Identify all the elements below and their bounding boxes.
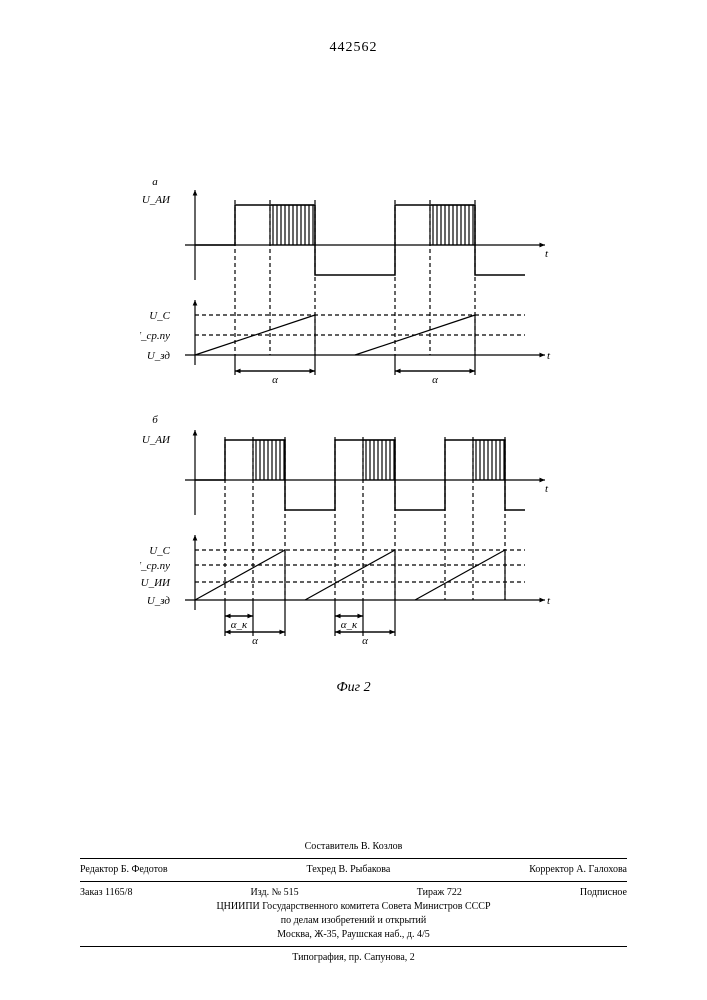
svg-text:U_АИ: U_АИ: [142, 194, 171, 206]
subscription: Подписное: [580, 886, 627, 900]
org2: по делам изобретений и открытий: [80, 914, 627, 928]
figure-caption: Фиг 2: [0, 680, 707, 696]
figure-2: аU_АИttU_CU_ср.пуU_здααбU_АИttU_CU_ср.пу…: [140, 175, 560, 675]
corrector: Корректор А. Галохова: [529, 863, 627, 877]
tech: Техред В. Рыбакова: [307, 863, 391, 877]
document-number: 442562: [0, 40, 707, 56]
order: Заказ 1165/8: [80, 886, 132, 900]
svg-text:U_C: U_C: [149, 545, 170, 557]
svg-text:U_зд: U_зд: [147, 350, 171, 362]
svg-text:б: б: [152, 414, 158, 426]
org1: ЦНИИПИ Государственного комитета Совета …: [80, 900, 627, 914]
svg-text:α: α: [432, 374, 438, 386]
tirazh: Тираж 722: [417, 886, 462, 900]
svg-text:α: α: [272, 374, 278, 386]
editor: Редактор Б. Федотов: [80, 863, 168, 877]
svg-text:U_ср.пу: U_ср.пу: [140, 330, 170, 342]
svg-text:а: а: [152, 176, 158, 188]
svg-text:U_ср.пу: U_ср.пу: [140, 560, 170, 572]
footer-block: Составитель В. Козлов Редактор Б. Федото…: [80, 840, 627, 965]
svg-text:α_к: α_к: [341, 619, 358, 631]
svg-text:t: t: [547, 350, 551, 362]
svg-text:U_ИИ: U_ИИ: [141, 577, 171, 589]
svg-text:U_АИ: U_АИ: [142, 434, 171, 446]
svg-text:α_к: α_к: [231, 619, 248, 631]
svg-text:t: t: [545, 483, 549, 495]
svg-text:U_C: U_C: [149, 310, 170, 322]
svg-text:t: t: [545, 248, 549, 260]
svg-text:t: t: [547, 595, 551, 607]
address: Москва, Ж-35, Раушская наб., д. 4/5: [80, 928, 627, 942]
svg-text:U_зд: U_зд: [147, 595, 171, 607]
svg-text:α: α: [252, 635, 258, 647]
compiler-line: Составитель В. Козлов: [80, 840, 627, 854]
printer: Типография, пр. Сапунова, 2: [80, 951, 627, 965]
izd: Изд. № 515: [251, 886, 299, 900]
svg-text:α: α: [362, 635, 368, 647]
